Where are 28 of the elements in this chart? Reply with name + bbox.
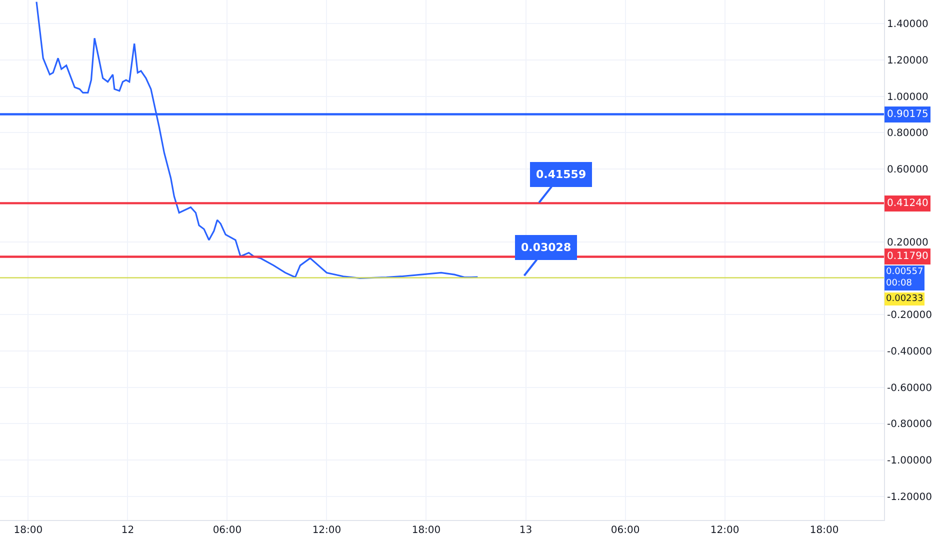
- y-tick-label: -0.20000: [887, 310, 932, 322]
- annotation: 0.41559: [536, 168, 586, 181]
- y-tick-label: 0.80000: [887, 128, 928, 140]
- x-tick-label: 18:00: [810, 525, 839, 536]
- y-tick-label: -1.20000: [887, 492, 932, 503]
- y-tick-label: -1.00000: [887, 456, 932, 466]
- ref-line-label: 0.90175: [887, 109, 928, 120]
- y-tick-label: 0.20000: [887, 237, 928, 248]
- y-tick-label: -0.40000: [887, 346, 932, 358]
- y-tick-label: -0.80000: [887, 419, 932, 430]
- x-tick-label: 18:00: [14, 525, 43, 536]
- x-tick-label: 12:00: [710, 525, 740, 536]
- x-tick-label: 13: [519, 525, 532, 536]
- y-tick-label: 1.20000: [887, 56, 928, 66]
- text: 0.00557 00:08: [886, 267, 924, 289]
- x-tick-label: 12:00: [312, 525, 342, 536]
- y-tick-label: 1.40000: [887, 19, 928, 30]
- x-tick-label: 06:00: [610, 525, 640, 536]
- annotation: 0.03028: [521, 241, 572, 254]
- y-tick-label: 0.60000: [887, 164, 928, 176]
- x-tick-label: 12: [121, 525, 134, 536]
- x-tick-label: 06:00: [212, 525, 242, 536]
- y-tick-label: -0.60000: [887, 382, 932, 394]
- x-tick-label: 18:00: [412, 525, 441, 536]
- ref-line-label: 0.11790: [887, 251, 928, 262]
- ref-line-label: 0.41240: [887, 198, 928, 209]
- y-tick-label: 1.00000: [887, 92, 928, 103]
- ref-line-label: 0.00233: [886, 294, 924, 304]
